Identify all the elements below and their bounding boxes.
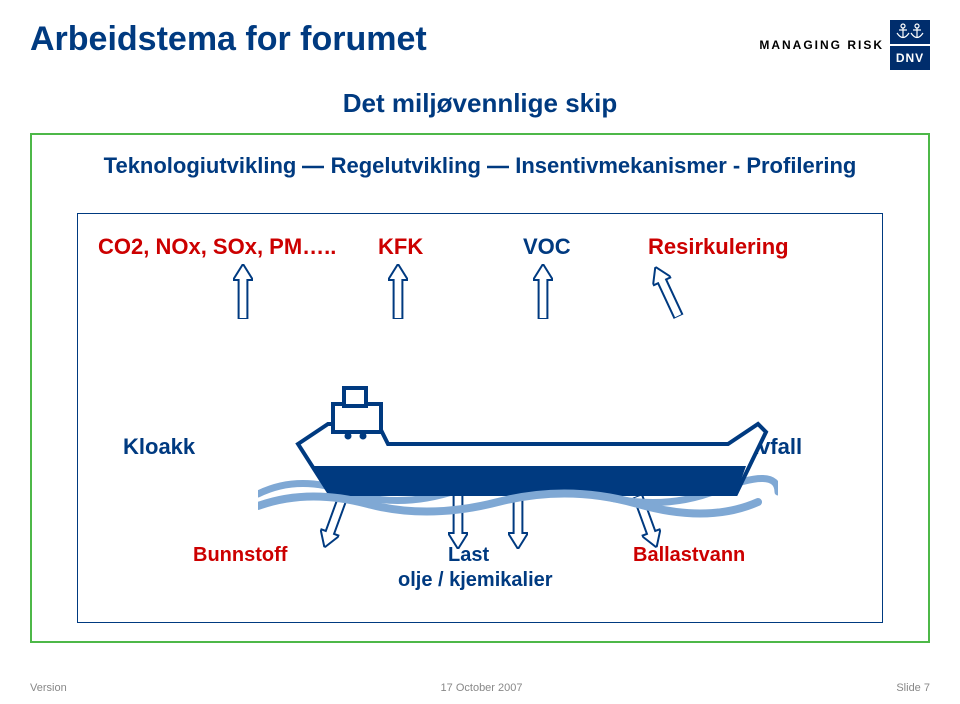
dash-separator	[487, 161, 509, 173]
process-step-3: Insentivmekanismer - Profilering	[515, 153, 856, 178]
logo-area: MANAGING RISK DNV	[759, 20, 930, 70]
footer-left: Version	[30, 682, 67, 694]
process-row: Teknologiutvikling Regelutvikling Insent…	[32, 153, 928, 179]
footer-center: 17 October 2007	[441, 682, 523, 694]
process-step-2: Regelutvikling	[331, 153, 487, 178]
footer-right: Slide 7	[896, 682, 930, 694]
label-resir: Resirkulering	[648, 234, 789, 260]
arrow-up-2	[533, 264, 553, 324]
subtitle: Det miljøvennlige skip	[0, 88, 960, 119]
ship-icon	[258, 374, 778, 534]
header: Arbeidstema for forumet MANAGING RISK	[0, 0, 960, 70]
label-last2: olje / kjemikalier	[398, 569, 553, 592]
dnv-logo: DNV	[890, 46, 930, 70]
logo-badges: DNV	[890, 20, 930, 70]
anchor-icon	[890, 20, 930, 44]
label-kloakk: Kloakk	[123, 434, 195, 460]
label-bunn: Bunnstoff	[193, 544, 287, 567]
inner-box: CO2, NOx, SOx, PM….. KFK VOC Resirkulering K…	[77, 213, 883, 623]
label-co2: CO2, NOx, SOx, PM…..	[98, 234, 336, 260]
dnv-logo-text: DNV	[896, 51, 924, 65]
arrow-up-3	[646, 263, 689, 326]
footer: Version 17 October 2007 Slide 7	[30, 682, 930, 694]
process-step-1: Teknologiutvikling	[104, 153, 303, 178]
label-voc: VOC	[523, 234, 571, 260]
dash-separator	[302, 161, 324, 173]
arrow-up-1	[388, 264, 408, 324]
outer-box: Teknologiutvikling Regelutvikling Insent…	[30, 133, 930, 643]
label-kfk: KFK	[378, 234, 423, 260]
arrow-up-0	[233, 264, 253, 324]
tagline-text: MANAGING RISK	[759, 38, 884, 52]
page-title: Arbeidstema for forumet	[30, 20, 427, 59]
